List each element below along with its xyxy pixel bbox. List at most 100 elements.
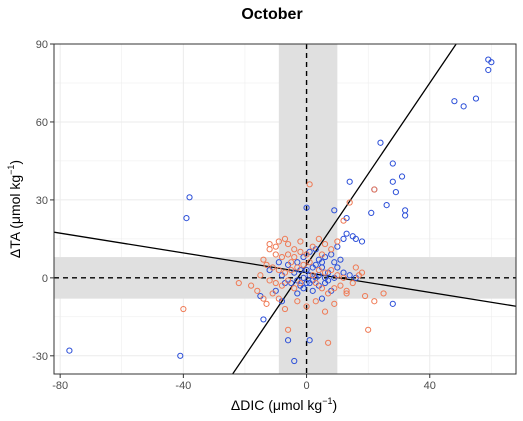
y-tick-label: 0 — [42, 273, 48, 285]
data-point — [315, 235, 322, 242]
data-point — [303, 303, 310, 310]
data-point — [361, 292, 369, 300]
x-axis-label-text: ΔDIC (μmol kg — [231, 397, 322, 413]
data-point — [254, 287, 261, 294]
data-point — [318, 251, 326, 258]
data-point — [340, 274, 347, 281]
data-point — [321, 269, 329, 276]
data-point — [358, 238, 366, 245]
data-point — [291, 246, 298, 253]
data-point — [343, 287, 350, 294]
data-point — [275, 266, 282, 274]
data-point — [346, 272, 353, 279]
data-point — [328, 266, 335, 274]
data-point — [284, 326, 292, 333]
data-point — [291, 285, 298, 292]
data-point — [334, 264, 341, 271]
x-tick-label: -40 — [175, 380, 191, 392]
data-point — [472, 95, 480, 102]
data-point — [278, 253, 286, 261]
data-point — [312, 261, 319, 268]
data-point — [66, 347, 73, 354]
data-point — [312, 298, 319, 305]
data-point — [306, 181, 313, 188]
fit-line — [231, 44, 457, 374]
data-point — [383, 202, 390, 209]
data-point — [235, 279, 242, 287]
data-point — [294, 290, 301, 297]
data-point — [309, 243, 316, 250]
data-point — [318, 295, 326, 302]
data-point — [294, 298, 301, 305]
data-point — [272, 243, 279, 250]
data-point — [186, 194, 193, 201]
data-point — [349, 279, 356, 287]
data-point — [343, 290, 350, 297]
data-point — [291, 253, 298, 261]
y-axis-label-exp: −1 — [6, 165, 16, 175]
data-point — [300, 274, 307, 281]
data-point — [180, 305, 187, 313]
data-point — [321, 308, 329, 315]
y-tick-label: 90 — [36, 39, 48, 51]
data-point — [331, 285, 338, 292]
data-point — [389, 160, 396, 167]
shaded-band-y — [54, 257, 516, 299]
data-point — [460, 103, 467, 110]
x-axis-label-close: ) — [332, 397, 337, 413]
plot-border — [53, 43, 517, 375]
data-point — [257, 272, 264, 279]
data-point — [260, 295, 267, 302]
data-point — [284, 277, 292, 284]
data-point — [288, 259, 295, 266]
data-point — [346, 199, 353, 206]
reference-lines — [54, 44, 516, 374]
data-point — [248, 282, 255, 289]
data-point — [269, 264, 276, 271]
data-point — [297, 248, 304, 255]
data-point — [315, 256, 322, 263]
data-point — [371, 298, 378, 305]
data-point — [318, 285, 326, 292]
data-point — [328, 246, 335, 253]
data-point — [281, 235, 289, 242]
data-points — [66, 56, 495, 365]
data-point — [309, 272, 316, 279]
data-point — [337, 282, 344, 289]
data-point — [303, 251, 310, 258]
data-point — [300, 261, 307, 268]
data-point — [321, 240, 329, 248]
y-axis-label: ΔTA (μmol kg−1) — [6, 160, 23, 258]
data-point — [377, 139, 384, 146]
y-tick-label: 30 — [36, 195, 48, 207]
data-point — [281, 269, 289, 276]
data-point — [334, 238, 341, 245]
data-point — [266, 277, 273, 284]
data-point — [303, 279, 310, 287]
data-point — [352, 264, 359, 271]
shaded-band-x — [278, 44, 338, 374]
data-point — [365, 326, 372, 333]
fit-lines — [54, 44, 516, 374]
data-point — [306, 272, 313, 279]
data-point — [303, 204, 310, 211]
data-point — [297, 238, 304, 245]
data-point — [288, 266, 295, 274]
data-point — [325, 277, 332, 284]
data-point — [343, 230, 350, 237]
data-point — [275, 259, 282, 266]
data-point — [291, 357, 298, 365]
data-point — [263, 300, 270, 307]
x-tick-label: 0 — [303, 380, 309, 392]
data-point — [281, 305, 289, 313]
data-point — [340, 217, 347, 224]
data-point — [334, 272, 341, 279]
data-point — [315, 266, 322, 274]
data-point — [331, 207, 338, 214]
data-point — [340, 235, 347, 242]
data-point — [488, 59, 495, 66]
data-point — [306, 337, 313, 344]
data-point — [303, 266, 310, 274]
data-point — [398, 173, 406, 180]
y-axis-label-close: ) — [7, 160, 23, 165]
